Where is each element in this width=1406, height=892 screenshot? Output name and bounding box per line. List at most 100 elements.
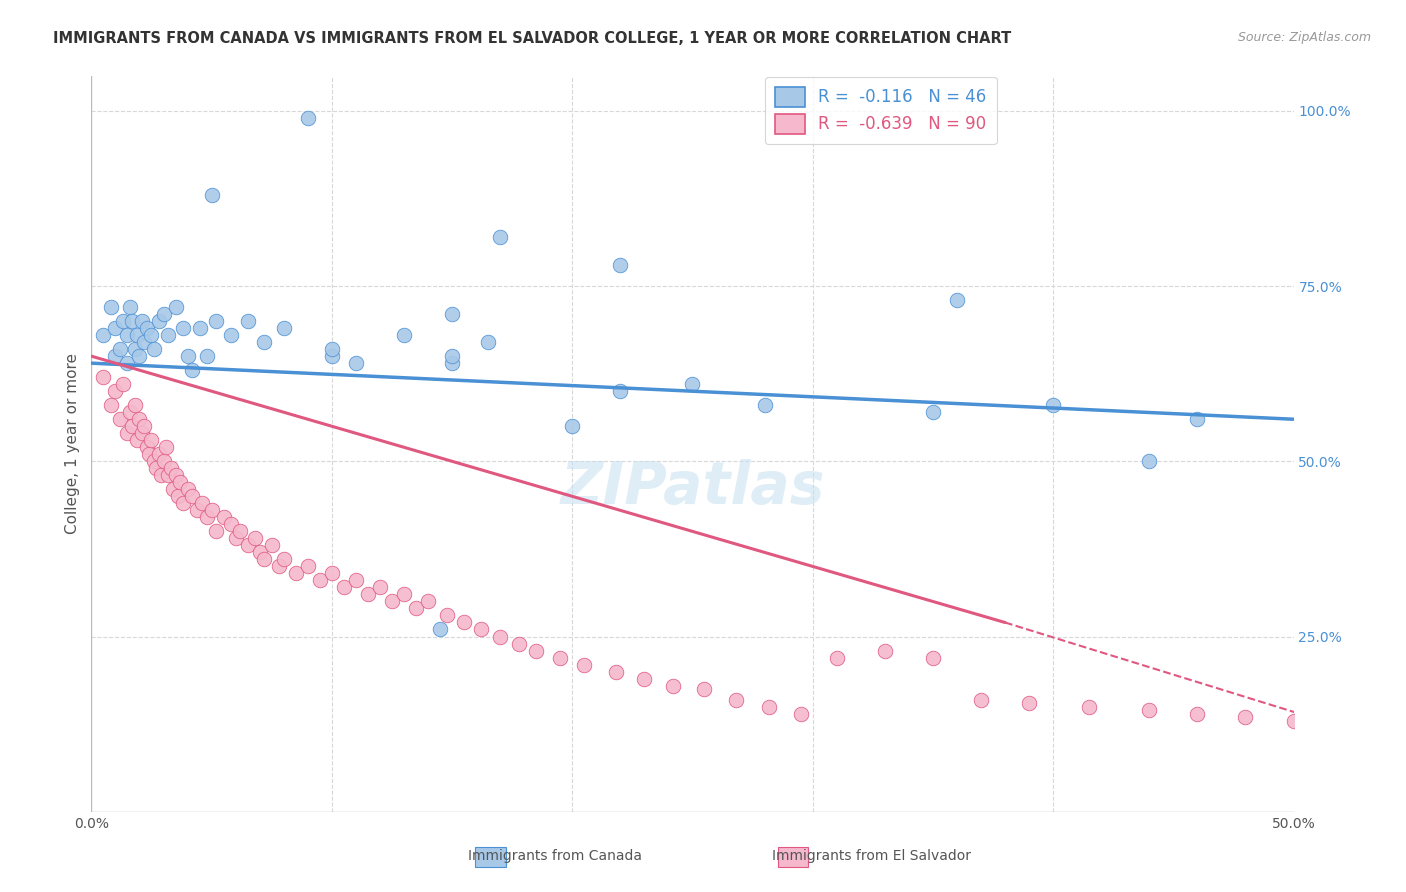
Point (141, 434, 163, 448)
Point (392, 328, 415, 343)
Point (970, 692, 993, 706)
Point (243, 532, 266, 546)
Point (1330, 724, 1353, 739)
Point (1018, 696, 1040, 710)
Point (134, 419, 156, 434)
Point (1319, 721, 1341, 735)
Point (111, 377, 134, 392)
Point (440, 356, 463, 370)
Point (201, 503, 224, 517)
Point (416, 594, 439, 608)
Text: Source: ZipAtlas.com: Source: ZipAtlas.com (1237, 31, 1371, 45)
Point (152, 454, 174, 468)
Point (273, 321, 295, 335)
Point (150, 468, 173, 483)
Point (124, 342, 146, 356)
Point (508, 636, 530, 650)
Point (873, 643, 896, 657)
Point (633, 672, 655, 686)
Point (104, 321, 127, 335)
Point (118, 405, 141, 419)
Point (260, 538, 283, 552)
Point (172, 321, 194, 335)
Point (429, 623, 451, 637)
Point (922, 405, 945, 419)
Point (392, 587, 415, 601)
Point (186, 503, 208, 517)
Point (236, 314, 259, 328)
Point (145, 461, 167, 475)
Point (321, 349, 343, 363)
Point (724, 692, 747, 706)
Point (141, 328, 163, 343)
Point (1234, 710, 1257, 724)
Point (453, 615, 475, 630)
Point (681, 377, 703, 392)
Point (104, 349, 127, 363)
Point (157, 468, 180, 483)
Point (212, 510, 235, 524)
Point (125, 434, 148, 448)
Point (225, 532, 247, 546)
Point (155, 440, 177, 454)
Point (284, 566, 307, 581)
Point (273, 552, 295, 566)
Text: Immigrants from El Salvador: Immigrants from El Salvador (772, 849, 972, 863)
Point (754, 398, 776, 412)
Text: IMMIGRANTS FROM CANADA VS IMMIGRANTS FROM EL SALVADOR COLLEGE, 1 YEAR OR MORE CO: IMMIGRANTS FROM CANADA VS IMMIGRANTS FRO… (53, 31, 1012, 46)
Point (321, 342, 343, 356)
Point (121, 314, 143, 328)
Point (249, 545, 271, 559)
Point (344, 574, 367, 588)
Point (181, 489, 204, 503)
Point (142, 454, 165, 468)
Point (117, 356, 139, 370)
Point (693, 682, 716, 697)
Point (128, 412, 150, 426)
Point (219, 517, 242, 532)
Point (1354, 731, 1376, 746)
Point (253, 335, 276, 350)
Text: ZIPatlas: ZIPatlas (560, 459, 825, 516)
Point (117, 426, 139, 441)
Point (195, 510, 218, 524)
Point (111, 314, 134, 328)
Point (922, 650, 945, 665)
Point (205, 314, 228, 328)
Point (1137, 454, 1160, 468)
Point (357, 587, 380, 601)
Point (440, 307, 463, 321)
Point (489, 630, 512, 644)
Point (124, 398, 146, 412)
Point (561, 419, 583, 434)
Point (789, 706, 811, 721)
Point (169, 475, 191, 490)
Point (121, 419, 143, 434)
Point (758, 699, 780, 714)
Point (181, 363, 204, 377)
Point (344, 356, 367, 370)
Point (470, 623, 492, 637)
Point (229, 524, 252, 539)
Point (1343, 728, 1365, 742)
Point (267, 559, 290, 574)
Point (110, 342, 132, 356)
Point (135, 321, 157, 335)
Point (548, 650, 571, 665)
Point (308, 574, 330, 588)
Point (159, 461, 181, 475)
Point (333, 581, 356, 595)
Point (477, 335, 499, 350)
Point (524, 643, 547, 657)
Point (825, 650, 848, 665)
Point (489, 230, 512, 244)
Point (118, 300, 141, 314)
Point (131, 426, 153, 441)
Point (131, 314, 153, 328)
Point (148, 447, 170, 461)
Point (405, 601, 427, 615)
Point (253, 552, 276, 566)
Point (1187, 412, 1209, 426)
Point (236, 538, 259, 552)
Point (219, 328, 242, 343)
